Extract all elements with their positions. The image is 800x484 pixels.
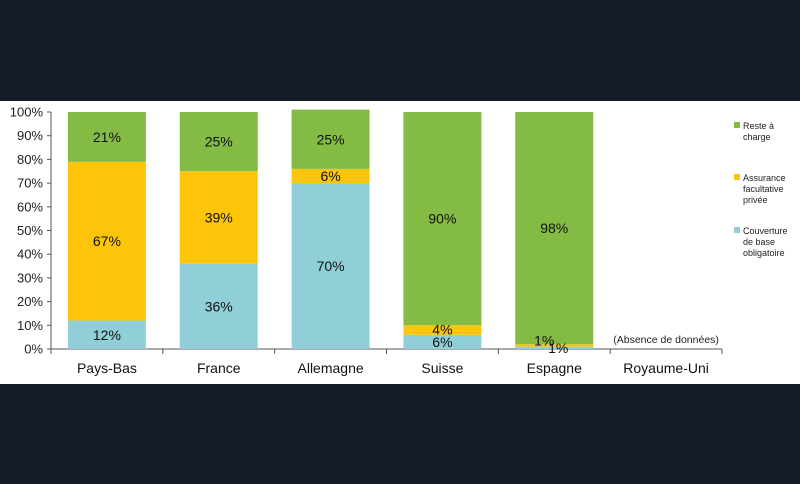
couverture-de-base-obligatoire-bar (291, 183, 370, 349)
legend-swatch (734, 174, 740, 180)
y-tick-label: 80% (17, 152, 43, 167)
data-label: 39% (205, 209, 233, 225)
data-label: 4% (432, 321, 452, 337)
data-label: 36% (205, 298, 233, 314)
legend-label: charge (743, 132, 771, 142)
category-label: France (197, 360, 241, 376)
y-tick-label: 10% (17, 318, 43, 333)
legend-label: privée (743, 195, 768, 205)
legend-label: Reste à (743, 121, 774, 131)
legend-label: obligatoire (743, 248, 785, 258)
reste-charge-bar (291, 109, 370, 169)
stacked-bar-chart: 0% 10% 20% 30% 40% 50% 60% 70% 80% 90% 100% Pays-Ba… (10, 105, 788, 377)
assurance-facultative-priv-e-bar (515, 344, 594, 347)
reste-charge-bar (515, 112, 594, 345)
y-tick-label: 90% (17, 128, 43, 143)
data-label: 25% (317, 131, 345, 147)
legend-swatch (734, 122, 740, 128)
y-tick-label: 70% (17, 176, 43, 191)
data-label: 70% (317, 258, 345, 274)
assurance-facultative-priv-e-bar (291, 168, 370, 184)
y-tick-label: 50% (17, 223, 43, 238)
no-data-annotation: (Absence de données) (613, 334, 719, 346)
data-label: 67% (93, 233, 121, 249)
y-tick-label: 40% (17, 247, 43, 262)
legend-label: de base (743, 237, 775, 247)
legend-label: Couverture (743, 226, 788, 236)
data-label: 98% (540, 220, 568, 236)
reste-charge-bar (179, 112, 258, 172)
data-label: 1% (534, 332, 554, 348)
assurance-facultative-priv-e-bar (67, 161, 146, 321)
data-label: 25% (205, 134, 233, 150)
chart-panel: 0% 10% 20% 30% 40% 50% 60% 70% 80% 90% 100% Pays-Ba… (0, 101, 800, 384)
couverture-de-base-obligatoire-bar (179, 263, 258, 349)
bars-group (67, 109, 594, 349)
y-tick-label: 60% (17, 199, 43, 214)
reste-charge-bar (67, 112, 146, 162)
data-label: 6% (432, 334, 452, 350)
couverture-de-base-obligatoire-bar (67, 320, 146, 349)
couverture-de-base-obligatoire-bar (515, 346, 594, 349)
data-labels-group: 12%67%21%36%39%25%70%6%25%6%4%90%1%1%98%… (93, 129, 719, 356)
data-label: 90% (428, 211, 456, 227)
category-label: Suisse (421, 360, 463, 376)
category-label: Allemagne (298, 360, 364, 376)
y-tick-label: 100% (10, 105, 44, 120)
couverture-de-base-obligatoire-bar (403, 334, 482, 349)
data-label: 21% (93, 129, 121, 145)
y-tick-label: 30% (17, 270, 43, 285)
data-label: 1% (548, 340, 568, 356)
category-label: Espagne (527, 360, 582, 376)
assurance-facultative-priv-e-bar (179, 171, 258, 264)
legend-label: Assurance (743, 173, 786, 183)
data-label: 6% (320, 168, 340, 184)
category-label: Royaume-Uni (623, 360, 709, 376)
reste-charge-bar (403, 112, 482, 326)
y-tick-label: 0% (24, 342, 43, 357)
legend-swatch (734, 227, 740, 233)
category-label: Pays-Bas (77, 360, 137, 376)
legend-label: facultative (743, 184, 784, 194)
chart-axes: 0% 10% 20% 30% 40% 50% 60% 70% 80% 90% 100% Pays-Ba… (10, 105, 723, 376)
data-label: 12% (93, 327, 121, 343)
y-tick-label: 20% (17, 294, 43, 309)
assurance-facultative-priv-e-bar (403, 325, 482, 335)
